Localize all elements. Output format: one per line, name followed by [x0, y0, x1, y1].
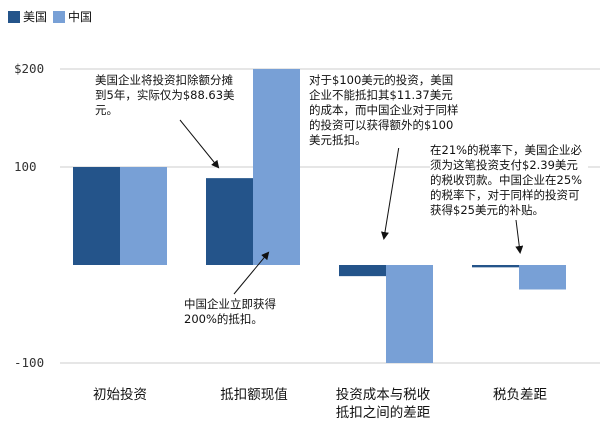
y-tick-label-1: 100	[14, 159, 37, 174]
bar-us-0	[73, 167, 120, 265]
bars	[73, 69, 566, 363]
category-label-1: 抵扣额现值	[220, 387, 288, 403]
legend-item-us: 美国	[8, 8, 47, 25]
legend: 美国 中国	[8, 8, 98, 25]
annotation-gap: 对于$100美元的投资，美国企业不能抵扣其$11.37美元的成本，而中国企业对于…	[309, 73, 461, 148]
arrow-a3	[381, 139, 401, 240]
annotation-us-deduction: 美国企业将投资扣除额分摊到5年，实际仅为$88.63美元。	[95, 73, 243, 118]
legend-label-us: 美国	[23, 10, 48, 24]
bar-china-3	[519, 265, 566, 290]
arrow-a1	[179, 119, 220, 169]
category-label-0: 初始投资	[93, 387, 147, 403]
arrow-a2	[233, 251, 270, 295]
arrow-a4	[515, 219, 524, 254]
y-axis-ticks: $200 100 -100	[14, 61, 44, 370]
legend-item-china: 中国	[53, 8, 92, 25]
legend-swatch-china	[53, 10, 66, 23]
annotation-arrows	[179, 119, 524, 295]
bar-us-2	[339, 265, 386, 277]
category-label-3: 税负差距	[493, 387, 547, 403]
annotation-china-deduction: 中国企业立即获得200%的抵扣。	[184, 297, 302, 327]
bar-us-1	[206, 178, 253, 265]
bar-china-1	[253, 69, 300, 265]
bar-us-3	[472, 265, 519, 268]
bar-china-2	[386, 265, 433, 363]
category-label-2: 投资成本与税收 抵扣之间的差距	[335, 387, 431, 421]
y-tick-label-0: $200	[14, 61, 44, 76]
legend-swatch-us	[8, 10, 20, 23]
annotation-tax-gap: 在21%的税率下，美国企业必须为这笔投资支付$2.39美元的税收罚款。中国企业在…	[430, 143, 588, 218]
y-tick-label-2: -100	[14, 355, 44, 370]
bar-china-0	[120, 167, 167, 265]
legend-label-china: 中国	[68, 10, 93, 24]
